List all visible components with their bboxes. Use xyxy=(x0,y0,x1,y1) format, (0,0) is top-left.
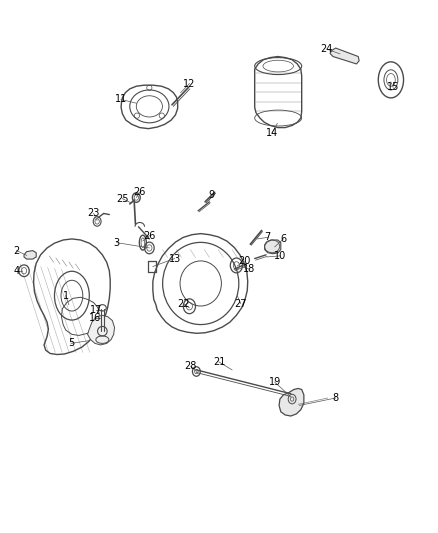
Text: 17: 17 xyxy=(90,305,102,315)
Text: 11: 11 xyxy=(115,94,127,104)
Text: 26: 26 xyxy=(134,187,146,197)
Text: 15: 15 xyxy=(387,82,399,92)
Polygon shape xyxy=(24,251,36,259)
Text: 16: 16 xyxy=(89,313,101,324)
Text: 4: 4 xyxy=(14,266,20,276)
Text: 22: 22 xyxy=(177,298,190,309)
Polygon shape xyxy=(265,240,281,254)
Text: 25: 25 xyxy=(116,193,129,204)
Text: 23: 23 xyxy=(88,208,100,219)
Text: 10: 10 xyxy=(274,251,286,261)
Text: 24: 24 xyxy=(321,44,333,54)
Text: 26: 26 xyxy=(143,231,155,241)
Text: 1: 1 xyxy=(63,290,69,301)
Polygon shape xyxy=(330,48,359,64)
Text: 20: 20 xyxy=(238,256,251,266)
Text: 6: 6 xyxy=(280,234,286,244)
Text: 7: 7 xyxy=(265,232,271,243)
Text: 14: 14 xyxy=(266,128,278,138)
Text: 19: 19 xyxy=(268,377,281,387)
Text: 9: 9 xyxy=(208,190,214,200)
Polygon shape xyxy=(279,389,304,416)
Text: 8: 8 xyxy=(332,393,339,403)
Text: 18: 18 xyxy=(244,264,256,274)
Polygon shape xyxy=(88,316,115,345)
Text: 13: 13 xyxy=(169,254,181,263)
Text: 3: 3 xyxy=(113,238,120,248)
Text: 28: 28 xyxy=(184,361,197,371)
Text: 12: 12 xyxy=(183,78,196,88)
Text: 21: 21 xyxy=(213,357,225,367)
Text: 27: 27 xyxy=(234,298,247,309)
Text: 2: 2 xyxy=(14,246,20,256)
Text: 5: 5 xyxy=(68,338,74,349)
